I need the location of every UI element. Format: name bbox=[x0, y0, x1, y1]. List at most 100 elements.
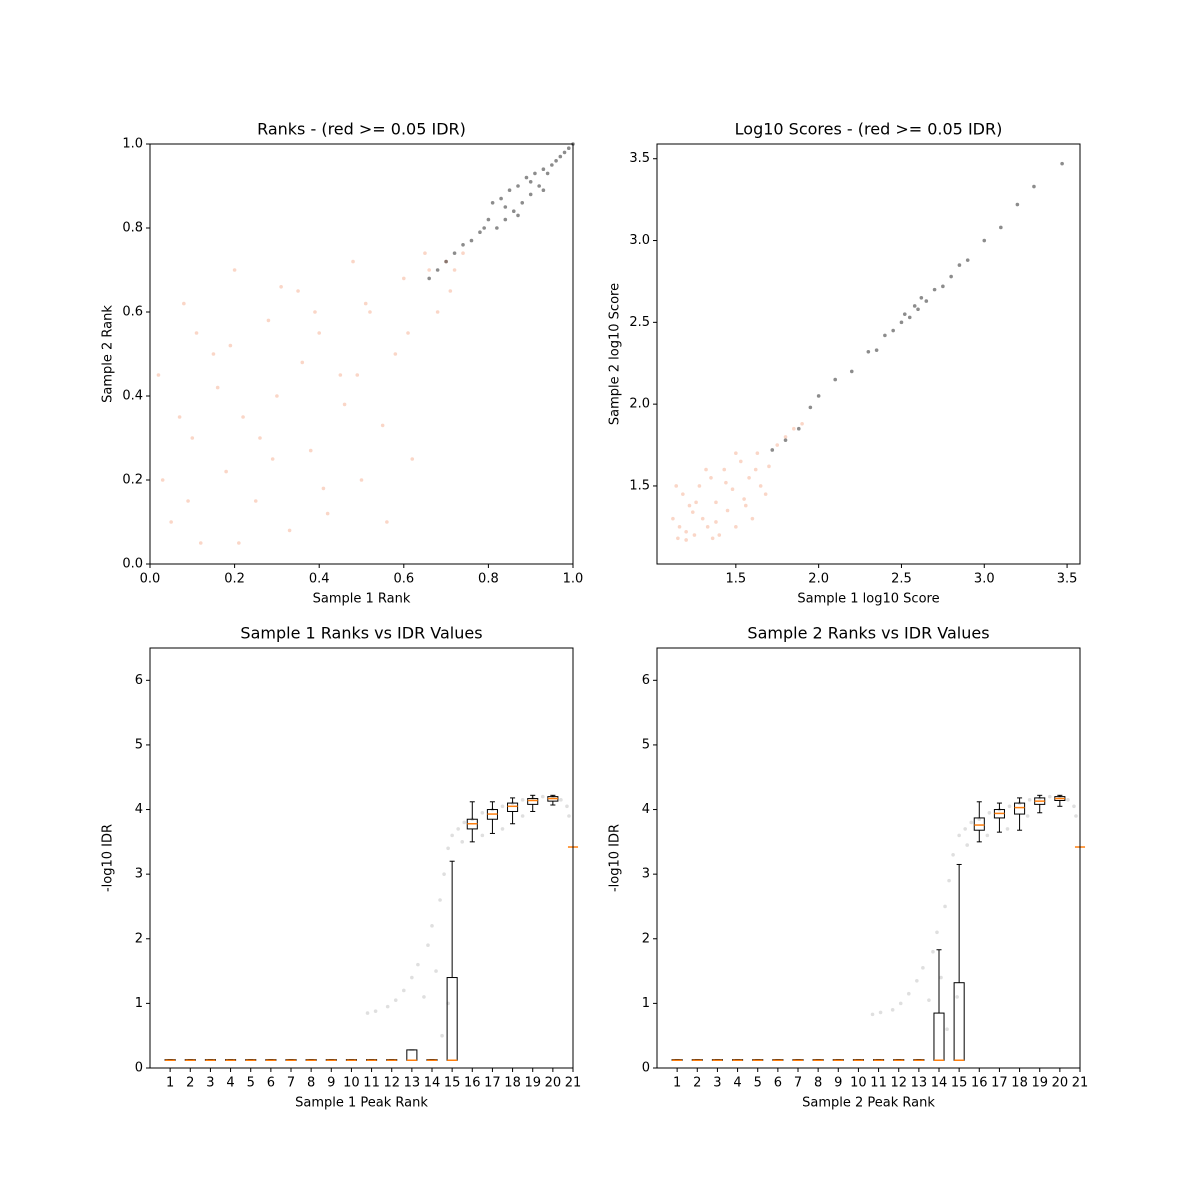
axes-frame bbox=[149, 143, 574, 565]
x-tick-label: 9 bbox=[834, 1076, 842, 1091]
x-tick-label: 15 bbox=[951, 1076, 968, 1091]
point bbox=[932, 287, 937, 292]
point bbox=[402, 276, 406, 281]
point bbox=[287, 528, 292, 533]
point bbox=[714, 500, 718, 505]
x-tick-label: 1.5 bbox=[725, 572, 746, 587]
point bbox=[677, 525, 682, 529]
y-tick-label: 0.8 bbox=[122, 221, 143, 236]
x-tick-label: 2 bbox=[186, 1076, 194, 1091]
point bbox=[957, 263, 962, 267]
point bbox=[671, 516, 675, 521]
x-tick-label: 13 bbox=[404, 1076, 421, 1091]
point bbox=[690, 510, 695, 514]
point bbox=[783, 435, 788, 439]
point bbox=[753, 467, 758, 472]
point bbox=[363, 301, 368, 306]
point bbox=[957, 833, 961, 838]
point bbox=[462, 820, 467, 825]
point bbox=[883, 333, 887, 338]
point bbox=[775, 443, 780, 447]
point bbox=[486, 217, 491, 222]
point bbox=[461, 243, 465, 247]
x-tick-label: 15 bbox=[444, 1076, 461, 1091]
point bbox=[567, 814, 571, 818]
point bbox=[435, 268, 440, 272]
point bbox=[899, 320, 904, 325]
y-tick-label: 0.0 bbox=[122, 557, 143, 572]
point bbox=[767, 464, 771, 469]
point bbox=[410, 975, 414, 980]
point bbox=[516, 184, 520, 188]
y-tick-label: 1 bbox=[135, 996, 143, 1011]
point bbox=[430, 924, 434, 928]
point bbox=[266, 318, 271, 323]
point bbox=[747, 475, 751, 480]
y-tick-label: 2.5 bbox=[629, 315, 650, 330]
point bbox=[359, 478, 364, 482]
point bbox=[963, 827, 967, 831]
x-tick-label: 3.0 bbox=[974, 572, 995, 587]
point bbox=[684, 538, 688, 542]
point bbox=[710, 536, 715, 541]
point bbox=[296, 289, 300, 293]
point bbox=[562, 150, 567, 155]
y-tick-label: 3.5 bbox=[629, 151, 650, 166]
axes-frame bbox=[149, 647, 574, 1069]
x-tick-label: 2.0 bbox=[808, 572, 829, 587]
subplot: Sample 1 Ranks vs IDR Values Sample 1 Pea… bbox=[101, 624, 582, 1111]
x-tick-label: 0.6 bbox=[393, 572, 414, 587]
point bbox=[426, 943, 430, 948]
box bbox=[406, 1049, 418, 1061]
point bbox=[160, 478, 165, 482]
point bbox=[321, 486, 326, 491]
subplot: Sample 2 Ranks vs IDR Values Sample 2 Pea… bbox=[608, 624, 1089, 1111]
point bbox=[714, 520, 718, 524]
point bbox=[241, 415, 245, 419]
point bbox=[427, 276, 431, 281]
point bbox=[912, 304, 917, 308]
point bbox=[495, 226, 499, 230]
x-tick-label: 7 bbox=[287, 1076, 295, 1091]
point bbox=[545, 171, 550, 176]
x-tick-label: 20 bbox=[545, 1076, 562, 1091]
point bbox=[325, 511, 330, 516]
point bbox=[684, 529, 688, 534]
x-tick-label: 21 bbox=[1072, 1076, 1089, 1091]
box bbox=[507, 802, 519, 812]
x-tick-label: 20 bbox=[1052, 1076, 1069, 1091]
x-axis-label: Sample 2 Peak Rank bbox=[802, 1096, 935, 1111]
point bbox=[681, 492, 685, 496]
point bbox=[734, 525, 738, 529]
point bbox=[482, 226, 486, 230]
point bbox=[878, 1010, 883, 1015]
point bbox=[755, 451, 760, 456]
point bbox=[907, 315, 912, 320]
point bbox=[554, 159, 558, 163]
x-tick-label: 14 bbox=[931, 1076, 948, 1091]
y-tick-label: 1.5 bbox=[629, 478, 650, 493]
point bbox=[541, 188, 546, 192]
point bbox=[169, 520, 173, 524]
point bbox=[709, 475, 713, 480]
point bbox=[676, 536, 680, 541]
point bbox=[237, 541, 241, 545]
point bbox=[351, 259, 355, 264]
x-tick-label: 0.8 bbox=[478, 572, 499, 587]
point bbox=[987, 810, 992, 815]
plot-area bbox=[164, 794, 579, 1061]
point bbox=[385, 520, 389, 524]
plot-area bbox=[671, 161, 1064, 542]
y-tick-label: 5 bbox=[135, 737, 143, 752]
point bbox=[1027, 798, 1032, 802]
box bbox=[1014, 802, 1026, 815]
y-tick-label: 6 bbox=[135, 673, 143, 688]
point bbox=[520, 798, 525, 802]
point bbox=[393, 998, 398, 1002]
point bbox=[1007, 804, 1012, 809]
x-tick-label: 12 bbox=[383, 1076, 400, 1091]
point bbox=[891, 328, 895, 333]
point bbox=[1015, 202, 1020, 207]
subplot: Log10 Scores - (red >= 0.05 IDR) Sample 1… bbox=[608, 120, 1081, 607]
point bbox=[565, 804, 569, 809]
